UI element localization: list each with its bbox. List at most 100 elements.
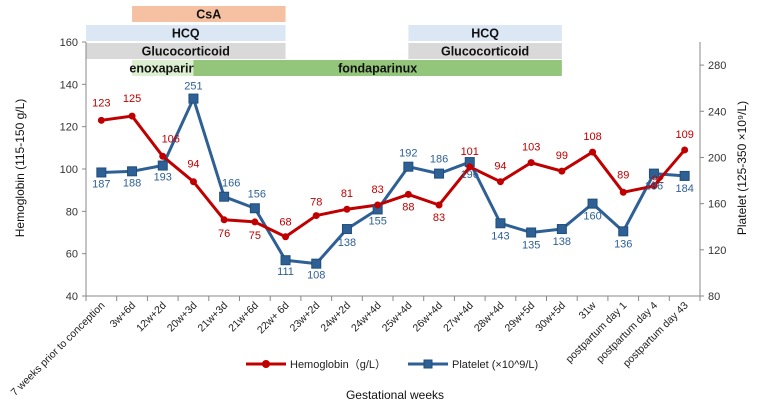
y-left-tick-label: 100 bbox=[60, 164, 78, 176]
platelet-data-label: 187 bbox=[92, 178, 110, 190]
x-tick-label: 24w+4d bbox=[349, 300, 384, 335]
platelet-data-label: 108 bbox=[307, 270, 325, 282]
hemoglobin-data-label: 109 bbox=[675, 129, 693, 141]
hemoglobin-data-label: 88 bbox=[402, 201, 414, 213]
platelet-data-label: 138 bbox=[553, 236, 571, 248]
hemoglobin-point bbox=[681, 146, 689, 154]
axes: 40 60 80 100 120 140 160 80 120 160 200 240 280 bbox=[60, 37, 727, 303]
hemoglobin-data-label: 89 bbox=[617, 169, 629, 181]
y-right-tick-label: 80 bbox=[708, 291, 720, 303]
data-labels: 123 125 106 94 76 75 68 78 81 83 88 83 101 94 103 99 108… bbox=[92, 81, 694, 282]
platelet-point bbox=[219, 191, 230, 202]
platelet-point bbox=[311, 258, 322, 269]
band-label-glucocorticoid-3: Glucocorticoid bbox=[142, 45, 230, 59]
platelet-data-label: 160 bbox=[583, 211, 601, 223]
y-left-tick-label: 40 bbox=[66, 291, 78, 303]
band-label-hcq-2: HCQ bbox=[471, 27, 499, 41]
hemoglobin-data-label: 76 bbox=[218, 228, 230, 240]
y-axis-title-left: Hemoglobin (115-150 g/L) bbox=[13, 99, 27, 238]
hemoglobin-data-label: 106 bbox=[162, 133, 180, 145]
band-label-hcq-1: HCQ bbox=[172, 27, 200, 41]
band-label-enoxaparin-5: enoxaparin bbox=[129, 62, 196, 76]
hemoglobin-data-label: 125 bbox=[123, 93, 141, 105]
platelet-data-label: 166 bbox=[222, 178, 240, 190]
hemoglobin-data-label: 83 bbox=[433, 212, 445, 224]
y-left-tick-label: 120 bbox=[60, 122, 78, 134]
band-glucocorticoid-3 bbox=[86, 43, 286, 59]
hemoglobin-point bbox=[527, 159, 535, 167]
x-tick-label: 20w+3d bbox=[165, 300, 200, 335]
hemoglobin-point bbox=[220, 216, 228, 224]
hemoglobin-point bbox=[159, 152, 167, 160]
platelet-data-label: 136 bbox=[614, 238, 632, 250]
platelet-point bbox=[341, 224, 352, 235]
platelet-data-label: 184 bbox=[675, 183, 693, 195]
platelet-point bbox=[280, 255, 291, 266]
hemoglobin-point bbox=[404, 190, 412, 198]
x-tick-label: 12w+2d bbox=[134, 300, 169, 335]
x-tick-label: 30w+5d bbox=[533, 300, 568, 335]
hemoglobin-point bbox=[343, 205, 351, 213]
hemoglobin-point bbox=[97, 116, 105, 124]
hemoglobin-data-label: 99 bbox=[556, 150, 568, 162]
platelet-data-label: 251 bbox=[184, 81, 202, 93]
y-left-tick-label: 80 bbox=[66, 206, 78, 218]
hemoglobin-data-label: 75 bbox=[249, 230, 261, 242]
y-right-tick-label: 280 bbox=[708, 60, 726, 72]
legend-platelet-marker bbox=[423, 359, 433, 369]
platelet-point bbox=[679, 170, 690, 181]
hemoglobin-point bbox=[466, 163, 474, 171]
platelet-data-label: 188 bbox=[123, 177, 141, 189]
hemoglobin-point bbox=[496, 178, 504, 186]
platelet-point bbox=[526, 227, 537, 238]
y-left-tick-label: 160 bbox=[60, 37, 78, 49]
x-tick-label: 23w+2d bbox=[288, 300, 323, 335]
band-enoxaparin-5 bbox=[132, 60, 194, 76]
hemoglobin-point bbox=[128, 112, 136, 120]
hemoglobin-point bbox=[189, 178, 197, 186]
x-axis-title: Gestational weeks bbox=[346, 388, 444, 402]
x-tick-label: 22w+ 6d bbox=[255, 300, 292, 337]
y-axis-title-right: Platelet (125-350 ×10⁹/L) bbox=[735, 101, 749, 235]
platelet-data-label: 156 bbox=[248, 188, 266, 200]
x-tick-label: 26w+4d bbox=[410, 300, 445, 335]
y-right-tick-label: 200 bbox=[708, 152, 726, 164]
hemoglobin-data-label: 92 bbox=[652, 174, 664, 186]
hemoglobin-line bbox=[101, 114, 686, 239]
x-tick-labels: 7 weeks prior to conception 3w+6d12w+2d20… bbox=[9, 299, 691, 398]
hemoglobin-data-label: 103 bbox=[522, 142, 540, 154]
legend-platelet-label: Platelet (×10^9/L) bbox=[452, 359, 538, 371]
band-glucocorticoid-4 bbox=[408, 43, 562, 59]
platelet-data-label: 138 bbox=[338, 237, 356, 249]
platelet-data-label: 111 bbox=[277, 266, 294, 278]
band-csa-0 bbox=[132, 6, 286, 22]
platelet-point bbox=[127, 166, 138, 177]
x-tick-label: 31w bbox=[577, 299, 599, 321]
platelet-data-label: 196 bbox=[461, 169, 479, 181]
band-label-fondaparinux-6: fondaparinux bbox=[338, 62, 417, 76]
y-left-tick-label: 60 bbox=[66, 249, 78, 261]
platelet-point bbox=[556, 224, 567, 235]
platelet-point bbox=[249, 203, 260, 214]
band-label-glucocorticoid-4: Glucocorticoid bbox=[441, 45, 529, 59]
series-lines bbox=[96, 93, 690, 269]
y-left-tick-label: 140 bbox=[60, 79, 78, 91]
platelet-point bbox=[96, 167, 107, 178]
platelet-data-label: 155 bbox=[368, 215, 386, 227]
platelet-point bbox=[648, 168, 659, 179]
x-tick-label: 7 weeks prior to conception bbox=[9, 300, 108, 399]
y-right-tick-label: 120 bbox=[708, 245, 726, 257]
platelet-point bbox=[618, 226, 629, 237]
legend: Hemoglobin（g/L） Platelet (×10^9/L) bbox=[246, 358, 538, 371]
hemoglobin-data-label: 123 bbox=[92, 97, 110, 109]
hemoglobin-data-label: 83 bbox=[372, 184, 384, 196]
platelet-data-label: 135 bbox=[522, 240, 540, 252]
platelet-point bbox=[495, 218, 506, 229]
platelet-point bbox=[434, 168, 445, 179]
platelet-point bbox=[157, 160, 168, 171]
y-right-tick-label: 160 bbox=[708, 199, 726, 211]
treatment-bands: CsA HCQ HCQ Glucocorticoid Glucocorticoid eno… bbox=[86, 6, 562, 76]
legend-hemoglobin-marker bbox=[262, 360, 270, 368]
hemoglobin-data-label: 94 bbox=[187, 159, 199, 171]
band-hcq-2 bbox=[408, 25, 562, 41]
